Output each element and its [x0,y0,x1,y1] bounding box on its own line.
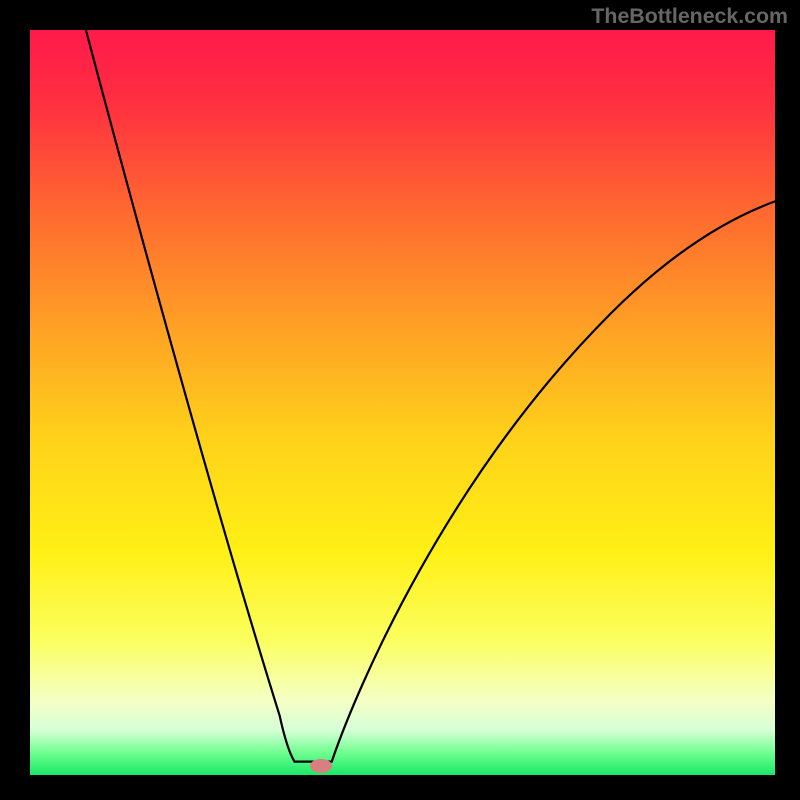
watermark-text: TheBottleneck.com [591,4,788,29]
valley-marker [310,759,332,773]
plot-area [30,30,775,775]
gradient-background [30,30,775,775]
chart-container: TheBottleneck.com [0,0,800,800]
